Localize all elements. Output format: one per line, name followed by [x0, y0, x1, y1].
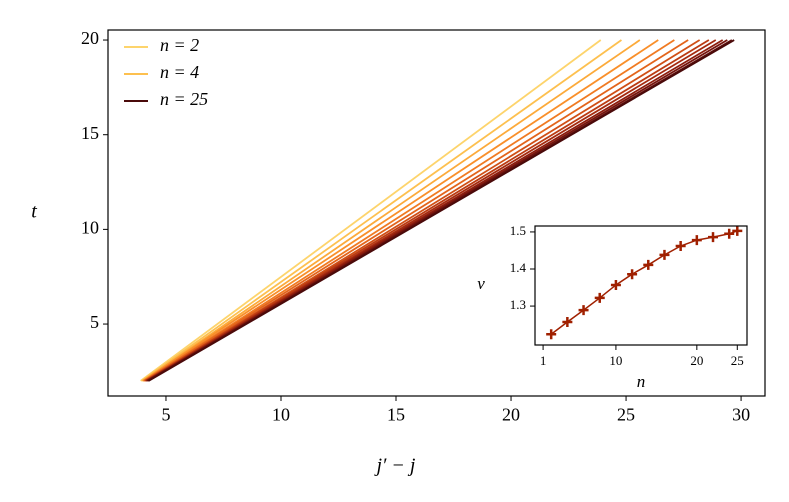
x-tick-label: 25 — [731, 353, 744, 368]
marker — [610, 279, 621, 290]
marker — [659, 249, 670, 260]
legend-label: n = 25 — [160, 89, 208, 109]
series-line — [148, 39, 735, 382]
marker — [708, 232, 719, 243]
marker — [691, 235, 702, 246]
marker — [546, 329, 557, 340]
y-tick-label: 1.3 — [510, 297, 526, 312]
series-line — [143, 39, 689, 382]
y-tick-label: 1.4 — [510, 260, 527, 275]
inset-y-axis-label: v — [477, 274, 485, 293]
y-axis-label: t — [31, 201, 37, 223]
x-tick-label: 25 — [617, 405, 635, 425]
x-tick-label: 15 — [387, 405, 405, 425]
y-tick-label: 5 — [90, 312, 99, 332]
x-tick-label: 10 — [609, 353, 622, 368]
y-tick-label: 15 — [81, 123, 99, 143]
series-line — [141, 39, 622, 382]
marker — [724, 228, 735, 239]
series-line — [143, 39, 675, 382]
axes-frame — [534, 225, 748, 346]
x-tick-label: 20 — [690, 353, 703, 368]
inset-x-axis-label: n — [637, 372, 646, 391]
marker — [562, 317, 573, 328]
x-tick-label: 1 — [540, 353, 547, 368]
series-line — [140, 39, 602, 382]
x-tick-label: 10 — [272, 405, 290, 425]
x-axis-label: j′ − j — [374, 455, 416, 477]
marker — [643, 259, 654, 270]
marker — [578, 305, 589, 316]
y-tick-label: 1.5 — [510, 223, 526, 238]
legend-label: n = 4 — [160, 62, 199, 82]
x-tick-label: 5 — [161, 405, 170, 425]
x-tick-label: 20 — [502, 405, 520, 425]
axes-frame — [107, 29, 766, 397]
marker — [732, 225, 743, 236]
y-tick-label: 20 — [81, 28, 99, 48]
series-line — [142, 39, 641, 382]
marker — [675, 241, 686, 252]
y-tick-label: 10 — [81, 218, 99, 238]
series-line — [142, 39, 659, 382]
inset-background — [535, 226, 747, 345]
marker — [594, 292, 605, 303]
marker — [627, 269, 638, 280]
series-line — [144, 39, 710, 382]
legend-label: n = 2 — [160, 35, 199, 55]
x-tick-label: 30 — [732, 405, 750, 425]
